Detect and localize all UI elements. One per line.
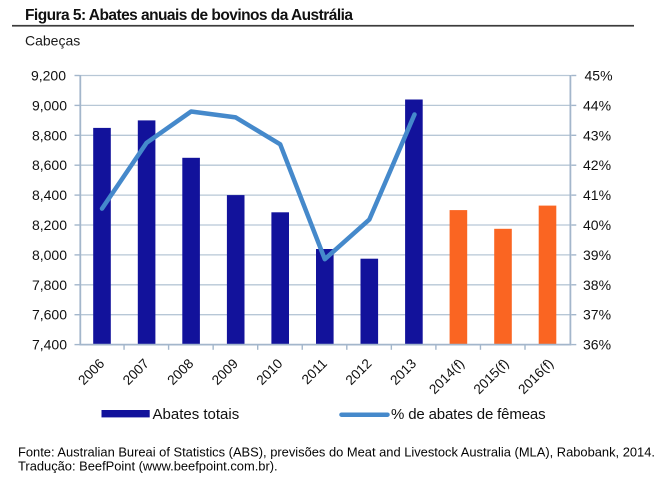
svg-text:Fonte: Australian Bureai of St: Fonte: Australian Bureai of Statistics (… [18, 445, 655, 460]
svg-text:9,200: 9,200 [31, 67, 66, 83]
svg-text:41%: 41% [583, 187, 611, 203]
svg-text:8,800: 8,800 [32, 127, 67, 143]
svg-text:42%: 42% [583, 157, 611, 173]
svg-text:40%: 40% [583, 217, 611, 233]
svg-text:2013: 2013 [387, 356, 419, 388]
svg-text:8,200: 8,200 [32, 217, 67, 233]
svg-text:2006: 2006 [75, 356, 107, 388]
svg-text:2008: 2008 [164, 356, 196, 388]
svg-text:2007: 2007 [120, 356, 152, 388]
svg-text:36%: 36% [583, 337, 611, 353]
svg-text:8,600: 8,600 [32, 157, 67, 173]
svg-text:44%: 44% [583, 97, 611, 113]
svg-text:43%: 43% [583, 127, 611, 143]
svg-text:8,000: 8,000 [32, 247, 67, 263]
svg-text:2014(f): 2014(f) [426, 356, 467, 397]
svg-text:2010: 2010 [254, 356, 286, 388]
svg-text:7,600: 7,600 [32, 307, 67, 323]
svg-text:2016(f): 2016(f) [515, 356, 556, 397]
svg-text:7,400: 7,400 [32, 337, 67, 353]
svg-text:2011: 2011 [299, 356, 330, 387]
svg-text:Figura 5: Abates anuais de bov: Figura 5: Abates anuais de bovinos da Au… [25, 7, 353, 24]
svg-text:37%: 37% [583, 307, 611, 323]
svg-text:Abates totais: Abates totais [153, 406, 240, 423]
svg-text:9,000: 9,000 [32, 97, 67, 113]
svg-text:45%: 45% [585, 67, 613, 83]
svg-text:Cabeças: Cabeças [25, 32, 80, 48]
svg-text:39%: 39% [583, 247, 611, 263]
svg-text:Tradução: BeefPoint (www.beefp: Tradução: BeefPoint (www.beefpoint.com.b… [18, 459, 278, 474]
svg-text:2009: 2009 [209, 356, 241, 388]
svg-text:% de abates de fêmeas: % de abates de fêmeas [391, 406, 545, 423]
svg-text:7,800: 7,800 [32, 277, 67, 293]
svg-text:38%: 38% [583, 277, 611, 293]
svg-text:2015(f): 2015(f) [471, 356, 512, 397]
svg-text:2012: 2012 [343, 356, 375, 388]
svg-text:8,400: 8,400 [32, 187, 67, 203]
